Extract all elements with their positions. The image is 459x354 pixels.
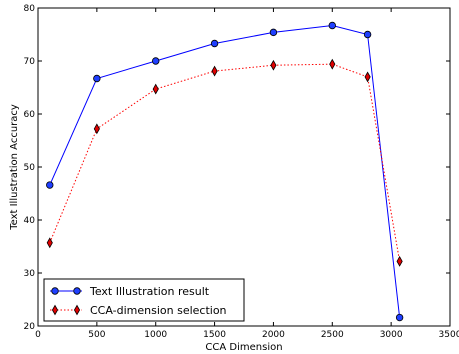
data-point (396, 255, 403, 267)
data-point (269, 28, 278, 37)
data-point (363, 30, 372, 39)
legend-label: CCA-dimension selection (90, 304, 227, 317)
data-point (46, 237, 53, 249)
series-1 (46, 21, 404, 322)
plot-area (37, 7, 451, 327)
y-axis-title: Text Illustration Accuracy (9, 104, 20, 231)
x-axis-title: CCA Dimension (205, 342, 282, 353)
x-tick-label: 500 (88, 330, 105, 340)
legend-marker (51, 287, 59, 295)
data-point (395, 313, 404, 322)
y-tick-label: 60 (24, 110, 36, 120)
data-point (152, 57, 160, 65)
data-point (329, 58, 336, 70)
legend-marker (51, 304, 59, 316)
data-point (364, 71, 371, 83)
y-axis: 20 30 40 50 60 70 80 (24, 4, 450, 332)
y-tick-label: 40 (24, 216, 36, 226)
series-2 (46, 58, 403, 267)
legend-entry: CCA-dimension selection (50, 304, 227, 317)
x-tick-label: 2000 (262, 330, 285, 340)
data-point (210, 39, 219, 48)
x-tick-label: 1000 (144, 330, 167, 340)
data-point (328, 21, 336, 30)
series-line (49, 24, 401, 318)
legend-marker (73, 304, 81, 316)
y-tick-label: 20 (24, 322, 36, 332)
x-tick-label: 2500 (321, 330, 344, 340)
data-point (211, 65, 218, 77)
data-point (93, 123, 100, 135)
legend-marker (73, 287, 81, 295)
x-tick-label: 3500 (439, 330, 459, 340)
data-point (152, 83, 159, 95)
y-tick-label: 30 (24, 269, 36, 279)
series-layer (46, 21, 404, 322)
y-tick-label: 70 (24, 57, 36, 67)
data-point (46, 181, 54, 189)
legend-label: Text Illustration result (89, 285, 210, 298)
data-point (93, 74, 101, 83)
x-tick-label: 3000 (380, 330, 403, 340)
legend-entry: Text Illustration result (50, 285, 210, 298)
data-point (270, 59, 277, 71)
x-tick-label: 0 (35, 330, 41, 340)
x-axis: 0 500 1000 1500 2000 2500 3000 3500 (35, 8, 459, 340)
y-tick-label: 80 (24, 4, 36, 14)
legend: Text Illustration result CCA-dimension se… (43, 278, 245, 322)
x-tick-label: 1500 (203, 330, 226, 340)
y-tick-label: 50 (24, 163, 36, 173)
